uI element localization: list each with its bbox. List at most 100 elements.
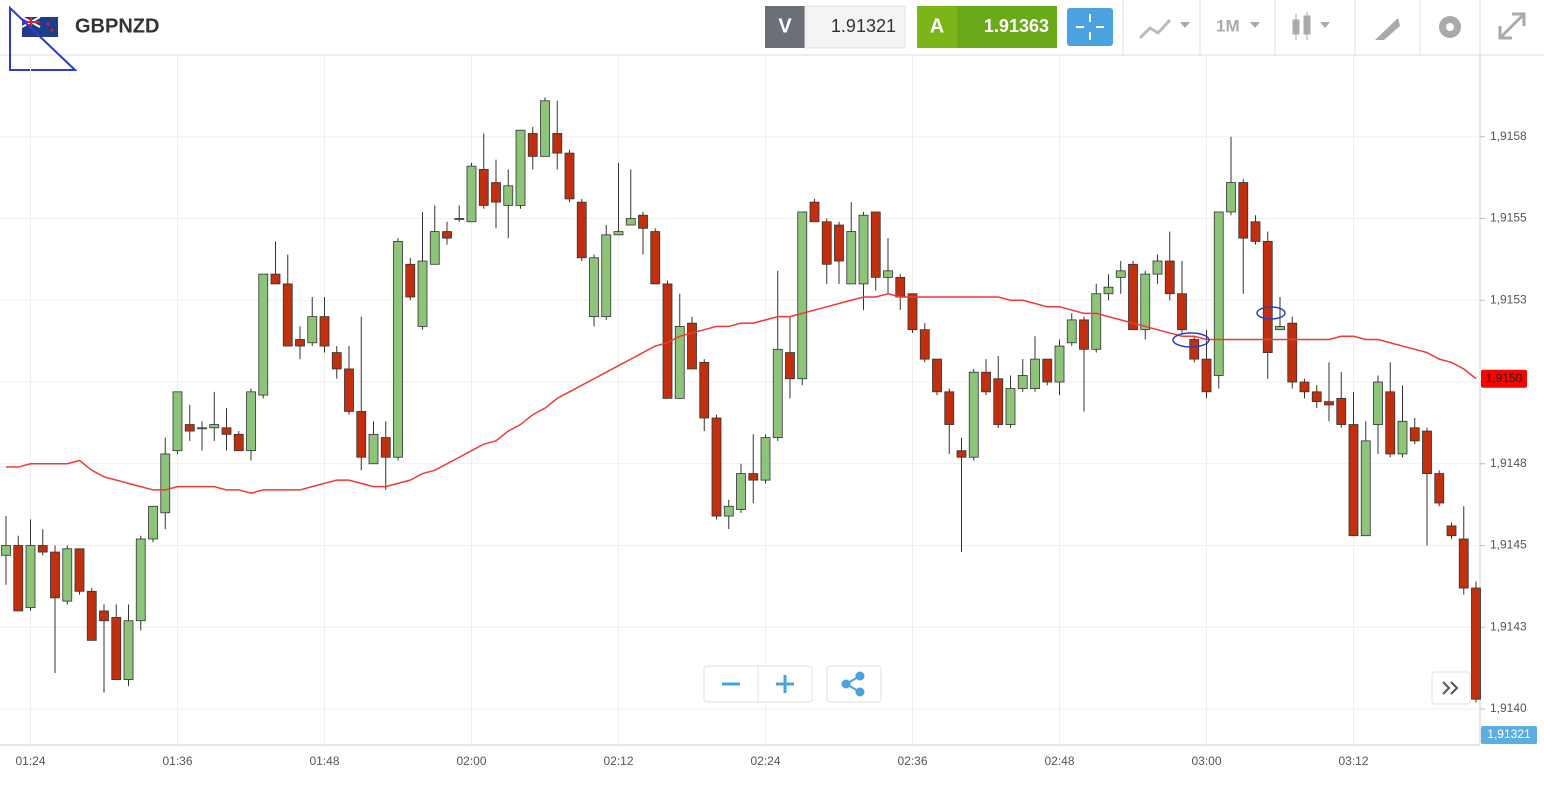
crosshair-button[interactable] <box>1067 8 1113 46</box>
order-marker <box>1256 306 1286 320</box>
candle-body <box>699 361 710 419</box>
candle-body <box>1422 430 1432 474</box>
fullscreen-icon[interactable] <box>1498 12 1526 40</box>
marks <box>1 97 1481 703</box>
candle-body <box>1140 273 1151 331</box>
candle-body <box>172 391 183 452</box>
scroll-end-icon <box>1442 681 1459 695</box>
candle-body <box>846 231 857 285</box>
x-tick-label: 02:00 <box>456 754 486 768</box>
zoom-controls <box>703 665 882 703</box>
y-tick-label: 1,9148 <box>1490 456 1527 470</box>
candle-body <box>625 218 636 226</box>
candle-body <box>638 214 648 229</box>
candle-body <box>797 211 808 380</box>
candle-body <box>981 371 991 393</box>
candle-body <box>13 545 24 612</box>
candle-body <box>515 129 526 206</box>
candle-body <box>711 417 722 517</box>
candle-body <box>246 391 256 452</box>
candle-body <box>821 221 832 265</box>
price-badge <box>1481 726 1537 744</box>
candle-body <box>319 316 330 347</box>
candle-body <box>184 424 195 432</box>
candle-body <box>1164 260 1175 295</box>
dropdown-arrow <box>1250 22 1260 28</box>
candle-body <box>478 169 489 206</box>
bid-box <box>804 5 906 49</box>
candle-body <box>1275 326 1285 331</box>
candle-body <box>1152 260 1163 275</box>
candle-body <box>1103 286 1114 295</box>
candle-body <box>944 391 955 425</box>
candle-body <box>135 538 146 622</box>
bid-button[interactable] <box>765 6 805 48</box>
candle-body <box>858 214 869 285</box>
candle-body <box>1287 322 1298 383</box>
y-tick-label: 1,9140 <box>1490 701 1527 715</box>
candle-body <box>1458 538 1469 589</box>
x-tick-label: 02:24 <box>750 754 780 768</box>
x-tick-label: 02:12 <box>603 754 633 768</box>
y-tick-label: 1,9155 <box>1490 211 1527 225</box>
candle-body <box>209 424 220 429</box>
ask-button[interactable] <box>917 6 957 48</box>
candle-body <box>1030 358 1040 389</box>
scroll-end-button[interactable] <box>1431 671 1471 705</box>
candle-body <box>1324 401 1334 406</box>
candle-body <box>86 590 97 641</box>
candle-body <box>1238 182 1249 239</box>
candle-body <box>919 329 930 360</box>
candle-body <box>956 450 967 458</box>
candle-body <box>1213 211 1224 376</box>
ma-badge-label: 1,9150 <box>1486 371 1523 385</box>
share-button[interactable] <box>841 671 865 697</box>
x-tick-label: 03:12 <box>1338 754 1368 768</box>
candle-body <box>932 358 942 393</box>
candle-body <box>1 545 11 556</box>
candle-body <box>552 133 563 154</box>
candle-body <box>197 427 207 430</box>
candle-body <box>968 371 979 458</box>
crosshair-icon <box>1076 14 1104 40</box>
candle-body <box>380 437 391 458</box>
ask-label: A <box>930 15 944 37</box>
candle-body <box>1226 182 1236 213</box>
candle-body <box>99 610 109 622</box>
y-tick-label: 1,9145 <box>1490 538 1527 552</box>
x-tick-label: 01:36 <box>162 754 192 768</box>
x-tick-label: 03:00 <box>1191 754 1221 768</box>
settings-icon[interactable] <box>1439 16 1461 38</box>
candle-body <box>221 427 232 435</box>
zoom-in[interactable] <box>776 675 794 693</box>
candle-body <box>62 548 73 602</box>
candle-body <box>417 260 428 327</box>
candle-body <box>1299 381 1310 393</box>
candle-icon[interactable] <box>1292 12 1311 40</box>
candle-body <box>1066 319 1077 344</box>
candle-body <box>1091 293 1102 350</box>
overlay: 1,9150 1,91321 <box>703 306 1537 744</box>
candle-body <box>1311 391 1322 403</box>
price-badge-label: 1,91321 <box>1487 727 1531 741</box>
candle-body <box>772 348 783 439</box>
candle-body <box>1115 270 1126 278</box>
x-tick-label: 01:48 <box>309 754 339 768</box>
candle-body <box>601 234 612 318</box>
candle-body <box>307 316 318 344</box>
candle-body <box>1385 391 1396 455</box>
y-tick-label: 1,9158 <box>1490 129 1527 143</box>
candle-body <box>576 201 587 259</box>
chart-type-icon[interactable] <box>1138 18 1172 40</box>
candle-body <box>527 133 538 157</box>
draw-icon[interactable] <box>1375 18 1400 40</box>
candle-body <box>1409 427 1420 442</box>
candle-body <box>809 201 820 223</box>
candle-body <box>1262 240 1273 353</box>
candle-body <box>429 231 440 265</box>
candle-body <box>760 437 771 481</box>
candle-body <box>393 240 403 458</box>
timeframe[interactable]: 1M <box>1216 16 1240 35</box>
candle-body <box>258 273 269 396</box>
